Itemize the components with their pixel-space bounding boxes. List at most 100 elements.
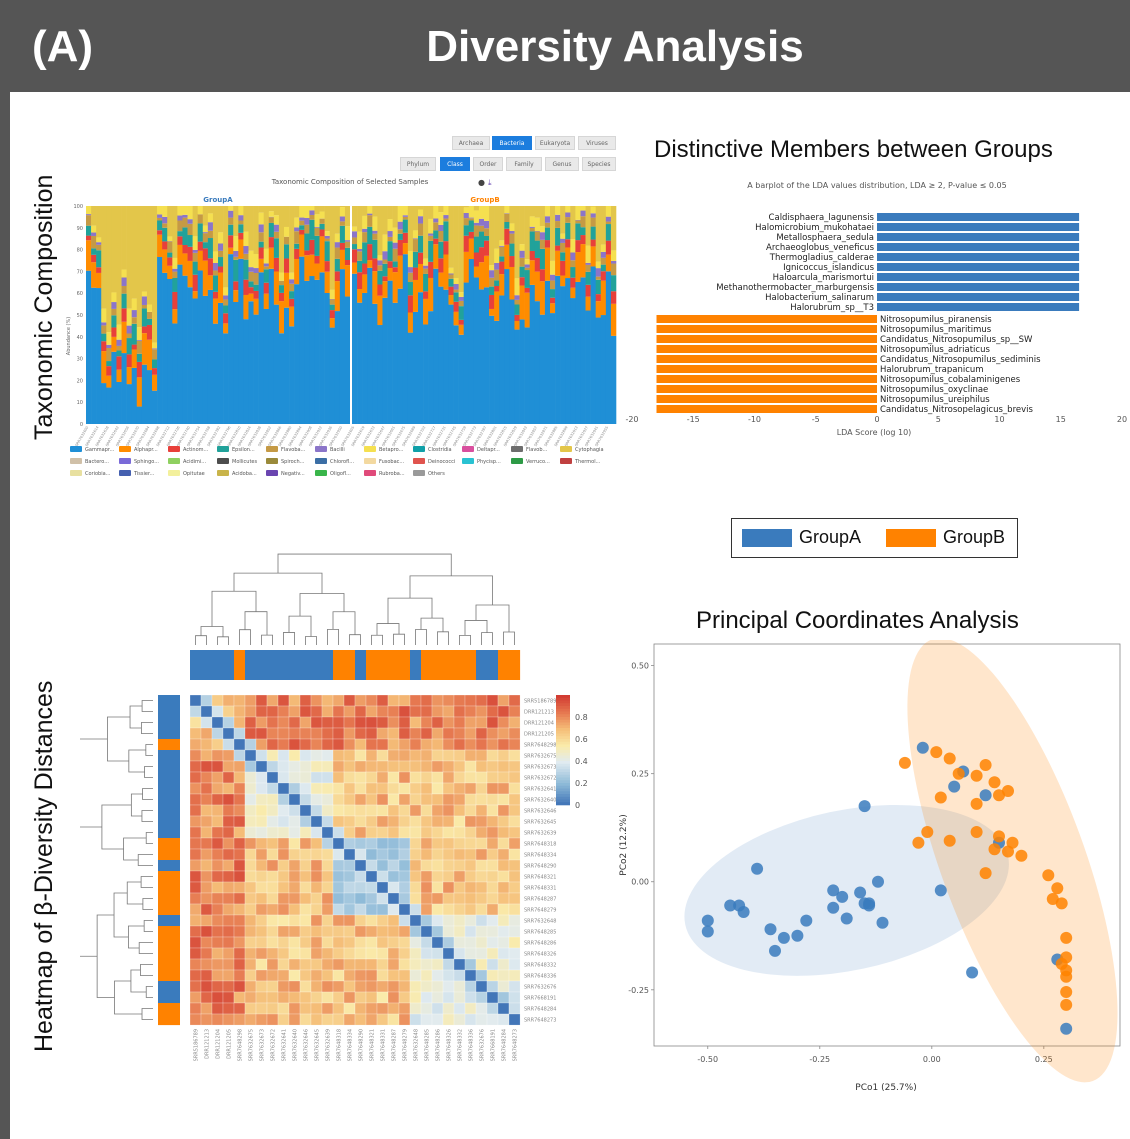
heatmap-cell — [299, 892, 312, 905]
heatmap-cell — [244, 859, 257, 872]
taxo-bar-segment — [392, 248, 398, 262]
taxo-bar-segment — [334, 271, 341, 282]
rank-button-order[interactable]: Order — [473, 157, 503, 171]
heatmap-cell — [233, 727, 246, 740]
taxo-bar-segment — [423, 273, 429, 292]
left-border — [0, 92, 10, 1139]
heatmap-cell — [343, 771, 356, 784]
heatmap-cell — [497, 716, 510, 729]
heatmap-cell — [376, 826, 389, 839]
heatmap-cell — [277, 914, 290, 927]
info-icon[interactable]: ● — [478, 178, 485, 187]
top-strip-cell — [333, 650, 345, 680]
colorbar-step — [556, 719, 570, 723]
taxo-bar-segment — [309, 254, 315, 277]
heatmap-cell — [266, 694, 279, 707]
kingdom-button-bacteria[interactable]: Bacteria — [492, 136, 532, 150]
taxo-bar-segment — [550, 206, 556, 261]
heatmap-cell — [398, 991, 411, 1004]
taxo-bar-segment — [555, 214, 561, 222]
taxo-bar-segment — [514, 295, 520, 300]
taxo-bar-segment — [473, 252, 480, 267]
top-strip-cell — [498, 650, 510, 680]
heatmap-cell — [332, 749, 345, 762]
heatmap-cell — [453, 936, 466, 949]
heatmap-cell — [244, 727, 257, 740]
taxo-bar-segment — [212, 323, 219, 424]
taxo-bar-segment — [207, 258, 214, 276]
heatmap-cell — [233, 694, 246, 707]
taxo-bar-segment — [550, 260, 556, 275]
rank-button-phylum[interactable]: Phylum — [400, 157, 436, 171]
taxo-bar-segment — [101, 322, 107, 326]
taxo-bar-segment — [116, 381, 122, 424]
taxo-bar-segment — [136, 361, 143, 378]
kingdom-button-archaea[interactable]: Archaea — [452, 136, 490, 150]
taxo-bar-segment — [339, 221, 346, 226]
heatmap-cell — [277, 804, 290, 817]
heatmap-cell — [200, 914, 213, 927]
heatmap-cell — [310, 694, 323, 707]
taxo-bar-segment — [489, 206, 495, 266]
heatmap-cell — [376, 771, 389, 784]
heatmap-col-label: SRR7648298 — [238, 1029, 244, 1061]
taxo-bar-segment — [362, 274, 368, 293]
heatmap-cell — [299, 760, 312, 773]
left-strip-cell — [158, 981, 180, 993]
heatmap-cell — [442, 760, 455, 773]
heatmap-cell — [508, 848, 521, 861]
taxo-bar-segment — [418, 216, 424, 224]
heatmap-cell — [431, 980, 444, 993]
kingdom-button-eukaryota[interactable]: Eukaryota — [535, 136, 575, 150]
taxo-bar-segment — [585, 206, 591, 246]
heatmap-col-label: SRR7648286 — [436, 1029, 442, 1061]
heatmap-cell — [310, 804, 323, 817]
heatmap-cell — [442, 804, 455, 817]
taxo-bar-segment — [207, 213, 214, 223]
heatmap-cell — [376, 848, 389, 861]
taxo-bar-segment — [278, 272, 285, 281]
colorbar-step — [556, 695, 570, 699]
rank-button-genus[interactable]: Genus — [545, 157, 579, 171]
rank-button-family[interactable]: Family — [506, 157, 542, 171]
heatmap-cell — [453, 859, 466, 872]
taxo-bar-segment — [268, 211, 275, 217]
download-icon[interactable]: ⤓ — [488, 178, 492, 187]
taxo-bar-segment — [352, 226, 358, 232]
taxo-bar-segment — [96, 272, 102, 289]
rank-button-species[interactable]: Species — [582, 157, 616, 171]
taxo-bar-segment — [600, 315, 607, 424]
heatmap-cell — [244, 980, 257, 993]
heatmap-cell — [277, 738, 290, 751]
pcoa-point-groupb — [1060, 931, 1073, 944]
heatmap-cell — [365, 716, 378, 729]
heatmap-cell — [453, 892, 466, 905]
taxo-bar-segment — [304, 206, 310, 218]
heatmap-cell — [486, 793, 499, 806]
heatmap-cell — [464, 947, 477, 960]
taxo-bar-segment — [367, 244, 373, 261]
kingdom-button-viruses[interactable]: Viruses — [578, 136, 616, 150]
taxo-bar-segment — [207, 289, 214, 424]
taxo-bar-segment — [238, 224, 244, 233]
taxo-bar-segment — [489, 286, 495, 295]
heatmap-cell — [376, 925, 389, 938]
taxo-bar-segment — [443, 241, 449, 255]
heatmap-cell — [475, 694, 488, 707]
heatmap-col-label: SRR7632641 — [282, 1029, 288, 1061]
pcoa-xtick: 0.25 — [1035, 1055, 1053, 1064]
colorbar-step — [556, 791, 570, 795]
legend-label-group-b: GroupB — [943, 527, 1006, 547]
taxo-bar-segment — [590, 266, 596, 424]
heatmap-row-label: SRR7648285 — [524, 930, 556, 936]
heatmap-cell — [222, 826, 235, 839]
taxo-bar-segment — [499, 261, 505, 275]
left-strip-cell — [158, 1014, 180, 1026]
heatmap-cell — [354, 727, 367, 740]
heatmap-cell — [431, 991, 444, 1004]
rank-button-class[interactable]: Class — [440, 157, 470, 171]
taxo-bar-segment — [339, 206, 346, 208]
heatmap-cell — [365, 1002, 378, 1015]
taxo-legend-label: Verruco... — [526, 459, 550, 465]
lda-bar — [877, 263, 1080, 271]
